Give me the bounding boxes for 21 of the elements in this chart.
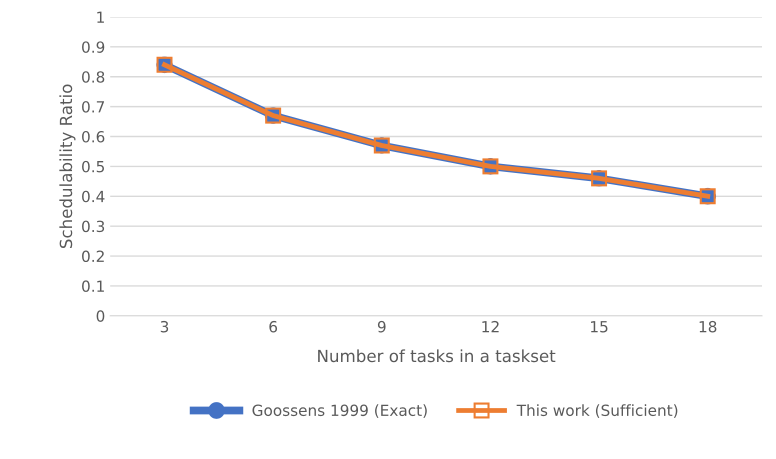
y-tick-label: 0.7 xyxy=(82,101,104,113)
y-tick-label: 0 xyxy=(96,310,104,322)
x-tick-label: 3 xyxy=(160,320,168,332)
x-tick-label: 18 xyxy=(700,320,716,332)
x-tick-label: 15 xyxy=(591,321,608,332)
y-axis-title: Schedulability Ratio xyxy=(59,84,76,248)
y-tick-label: 0.2 xyxy=(82,250,104,262)
x-tick-label: 9 xyxy=(378,320,386,332)
y-tick-label: 0.8 xyxy=(82,71,104,83)
y-tick-label: 0.9 xyxy=(82,41,104,53)
x-tick-label: 6 xyxy=(269,320,278,332)
x-axis-title: Number of tasks in a taskset xyxy=(318,349,556,362)
y-tick-label: 1 xyxy=(97,12,104,23)
y-tick-label: 0.3 xyxy=(82,220,104,232)
y-tick-label: 0.5 xyxy=(82,160,104,172)
legend-label: Goossens 1999 (Exact) xyxy=(252,404,427,418)
x-tick-label: 12 xyxy=(482,320,499,332)
y-tick-label: 0.4 xyxy=(82,190,104,202)
y-tick-label: 0.6 xyxy=(82,130,104,143)
legend-label: This work (Sufficient) xyxy=(516,404,678,418)
y-tick-label: 0.1 xyxy=(82,280,104,292)
